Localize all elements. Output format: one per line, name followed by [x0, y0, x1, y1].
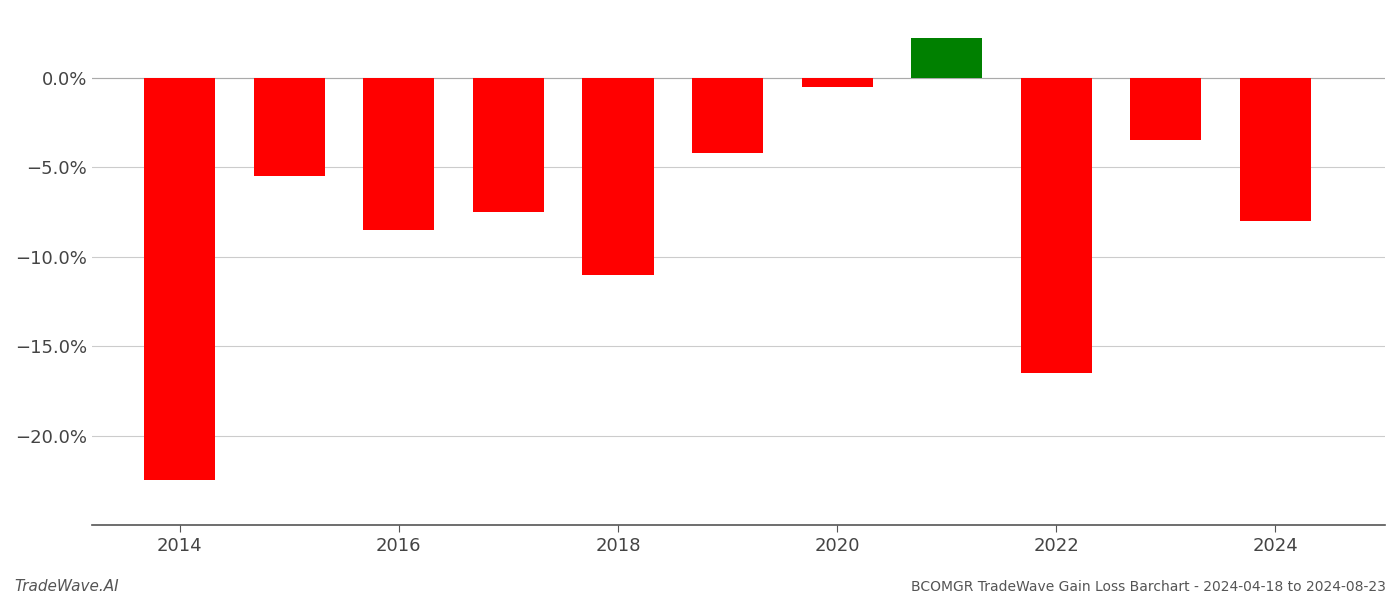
Text: BCOMGR TradeWave Gain Loss Barchart - 2024-04-18 to 2024-08-23: BCOMGR TradeWave Gain Loss Barchart - 20… — [911, 580, 1386, 594]
Bar — [144, 77, 216, 481]
Bar — [802, 77, 872, 86]
Bar — [692, 77, 763, 153]
Bar — [1021, 77, 1092, 373]
Bar — [253, 77, 325, 176]
Text: TradeWave.AI: TradeWave.AI — [14, 579, 119, 594]
Bar — [473, 77, 545, 212]
Bar — [1240, 77, 1310, 221]
Bar — [911, 38, 983, 77]
Bar — [363, 77, 434, 230]
Bar — [582, 77, 654, 275]
Bar — [1130, 77, 1201, 140]
